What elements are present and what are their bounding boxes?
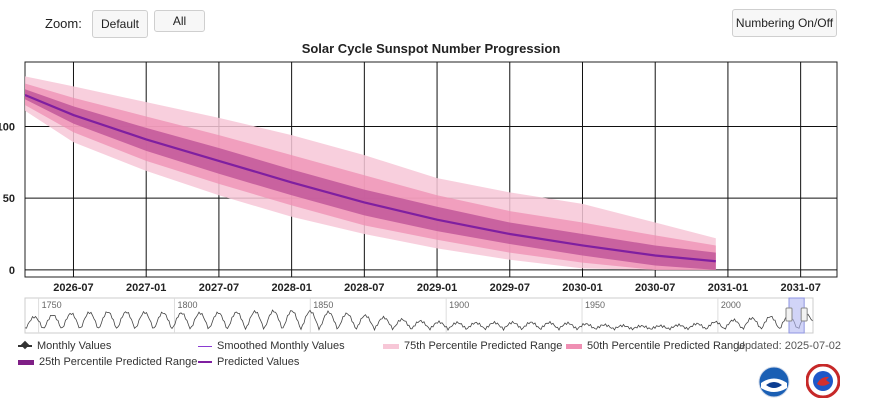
noaa-logo-icon <box>758 366 790 398</box>
navigator-tick-label: 1750 <box>42 300 62 310</box>
zoom-label: Zoom: <box>45 16 82 31</box>
y-tick-label: 0 <box>9 265 15 277</box>
legend-p50-label: 50th Percentile Predicted Range <box>587 340 746 352</box>
legend-predicted[interactable]: Predicted Values <box>198 356 299 368</box>
legend-p25[interactable]: 25th Percentile Predicted Range <box>18 356 197 368</box>
navigator-tick-label: 1900 <box>449 300 469 310</box>
legend-p25-label: 25th Percentile Predicted Range <box>39 356 198 368</box>
navigator-handle <box>800 307 808 322</box>
x-tick-label: 2028-07 <box>344 282 384 294</box>
predicted-line-icon <box>198 361 212 363</box>
legend-smoothed-label: Smoothed Monthly Values <box>217 340 345 352</box>
x-tick-label: 2030-07 <box>635 282 675 294</box>
legend-smoothed[interactable]: Smoothed Monthly Values <box>198 340 345 352</box>
navigator-waveform <box>24 309 813 332</box>
y-tick-label: 100 <box>0 122 15 134</box>
predicted-line <box>24 93 716 263</box>
navigator-tick-label: 1950 <box>585 300 605 310</box>
x-tick-label: 2030-01 <box>562 282 602 294</box>
navigator-frame <box>24 297 814 334</box>
x-tick-label: 2031-01 <box>708 282 748 294</box>
legend-predicted-label: Predicted Values <box>217 356 300 368</box>
legend-monthly[interactable]: Monthly Values <box>18 340 111 352</box>
p50-band <box>25 83 716 270</box>
p75-swatch-icon <box>383 343 399 349</box>
x-tick-label: 2026-07 <box>53 282 93 294</box>
p25-band <box>25 89 716 270</box>
legend-monthly-label: Monthly Values <box>37 340 112 352</box>
monthly-line-marker-icon <box>18 340 32 350</box>
p25-swatch-icon <box>18 359 34 365</box>
zoom-default-button[interactable]: Default <box>92 10 148 38</box>
chart-title: Solar Cycle Sunspot Number Progression <box>302 41 561 56</box>
legend-p75[interactable]: 75th Percentile Predicted Range <box>383 340 562 352</box>
nws-logo-icon <box>806 364 840 398</box>
navigator-tick-label: 2000 <box>721 300 741 310</box>
navigator-tick-label: 1800 <box>177 300 197 310</box>
smoothed-line-icon <box>198 345 212 347</box>
x-tick-label: 2027-07 <box>199 282 239 294</box>
x-tick-label: 2029-01 <box>417 282 457 294</box>
x-tick-label: 2031-07 <box>780 282 820 294</box>
navigator-handle <box>785 307 793 322</box>
legend-p50[interactable]: 50th Percentile Predicted Range <box>566 340 745 352</box>
x-tick-label: 2027-01 <box>126 282 166 294</box>
legend-p75-label: 75th Percentile Predicted Range <box>404 340 563 352</box>
numbering-toggle-button[interactable]: Numbering On/Off <box>732 9 837 37</box>
y-tick-label: 50 <box>3 193 15 205</box>
zoom-all-button[interactable]: All <box>154 10 205 32</box>
p50-swatch-icon <box>566 343 582 349</box>
x-tick-label: 2029-07 <box>490 282 530 294</box>
updated-timestamp: Updated: 2025-07-02 <box>737 340 841 352</box>
x-tick-label: 2028-01 <box>271 282 311 294</box>
navigator-tick-label: 1850 <box>313 300 333 310</box>
